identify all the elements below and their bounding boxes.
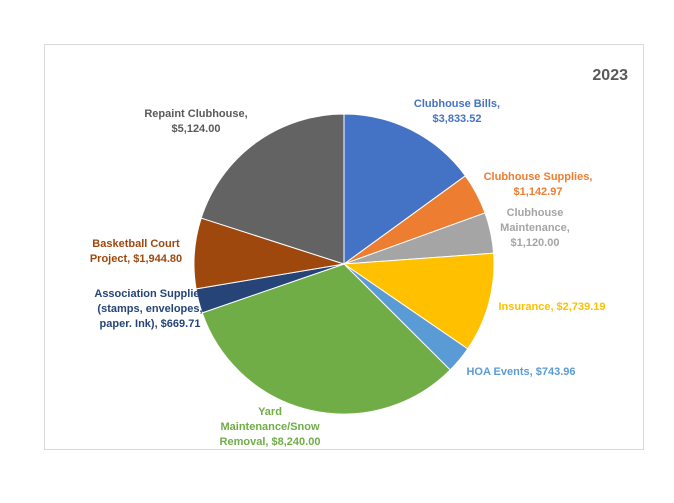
data-label-line: Maintenance/Snow xyxy=(220,421,319,433)
data-label-line: Association Supplies xyxy=(94,288,205,300)
data-label: Insurance, $2,739.19 xyxy=(498,301,605,313)
data-label-line: Insurance, $2,739.19 xyxy=(498,301,605,313)
data-label: Yard Maintenance/Snow Removal, $8,240.00 xyxy=(220,406,321,448)
data-label-line: Basketball Court xyxy=(92,238,180,250)
pie-slice xyxy=(200,113,345,265)
data-label-line: Maintenance, xyxy=(500,222,570,234)
data-label-line: $1,120.00 xyxy=(511,237,560,249)
pie-slice xyxy=(201,263,451,415)
data-label-line: paper. Ink), $669.71 xyxy=(100,318,201,330)
data-label: Clubhouse Maintenance, $1,120.00 xyxy=(500,207,570,249)
data-label: Clubhouse Supplies, $1,142.97 xyxy=(484,171,593,198)
data-label: Repaint Clubhouse, $5,124.00 xyxy=(144,108,247,135)
data-label: Basketball Court Project, $1,944.80 xyxy=(90,238,182,265)
data-labels: Clubhouse Bills, $3,833.52 Clubhouse Suppl… xyxy=(90,98,606,448)
data-label: Association Supplies (stamps, envelopes, p… xyxy=(94,288,205,330)
data-label-line: Removal, $8,240.00 xyxy=(220,436,321,448)
data-label-line: (stamps, envelopes, xyxy=(97,303,202,315)
data-label-line: $3,833.52 xyxy=(433,113,482,125)
data-label-line: HOA Events, $743.96 xyxy=(466,366,575,378)
pie-slice xyxy=(343,113,467,265)
data-label: HOA Events, $743.96 xyxy=(466,366,575,378)
pie-slices xyxy=(193,113,495,415)
chart-title: 2023 xyxy=(592,67,628,84)
data-label-line: Clubhouse Bills, xyxy=(414,98,500,110)
pie-slice xyxy=(342,252,495,350)
data-label-line: Clubhouse xyxy=(507,207,564,219)
data-label: Clubhouse Bills, $3,833.52 xyxy=(414,98,500,125)
data-label-line: Yard xyxy=(258,406,282,418)
data-label-line: $1,142.97 xyxy=(514,186,563,198)
data-label-line: Project, $1,944.80 xyxy=(90,253,182,265)
data-label-line: Clubhouse Supplies, xyxy=(484,171,593,183)
data-label-line: $5,124.00 xyxy=(172,123,221,135)
data-label-line: Repaint Clubhouse, xyxy=(144,108,247,120)
